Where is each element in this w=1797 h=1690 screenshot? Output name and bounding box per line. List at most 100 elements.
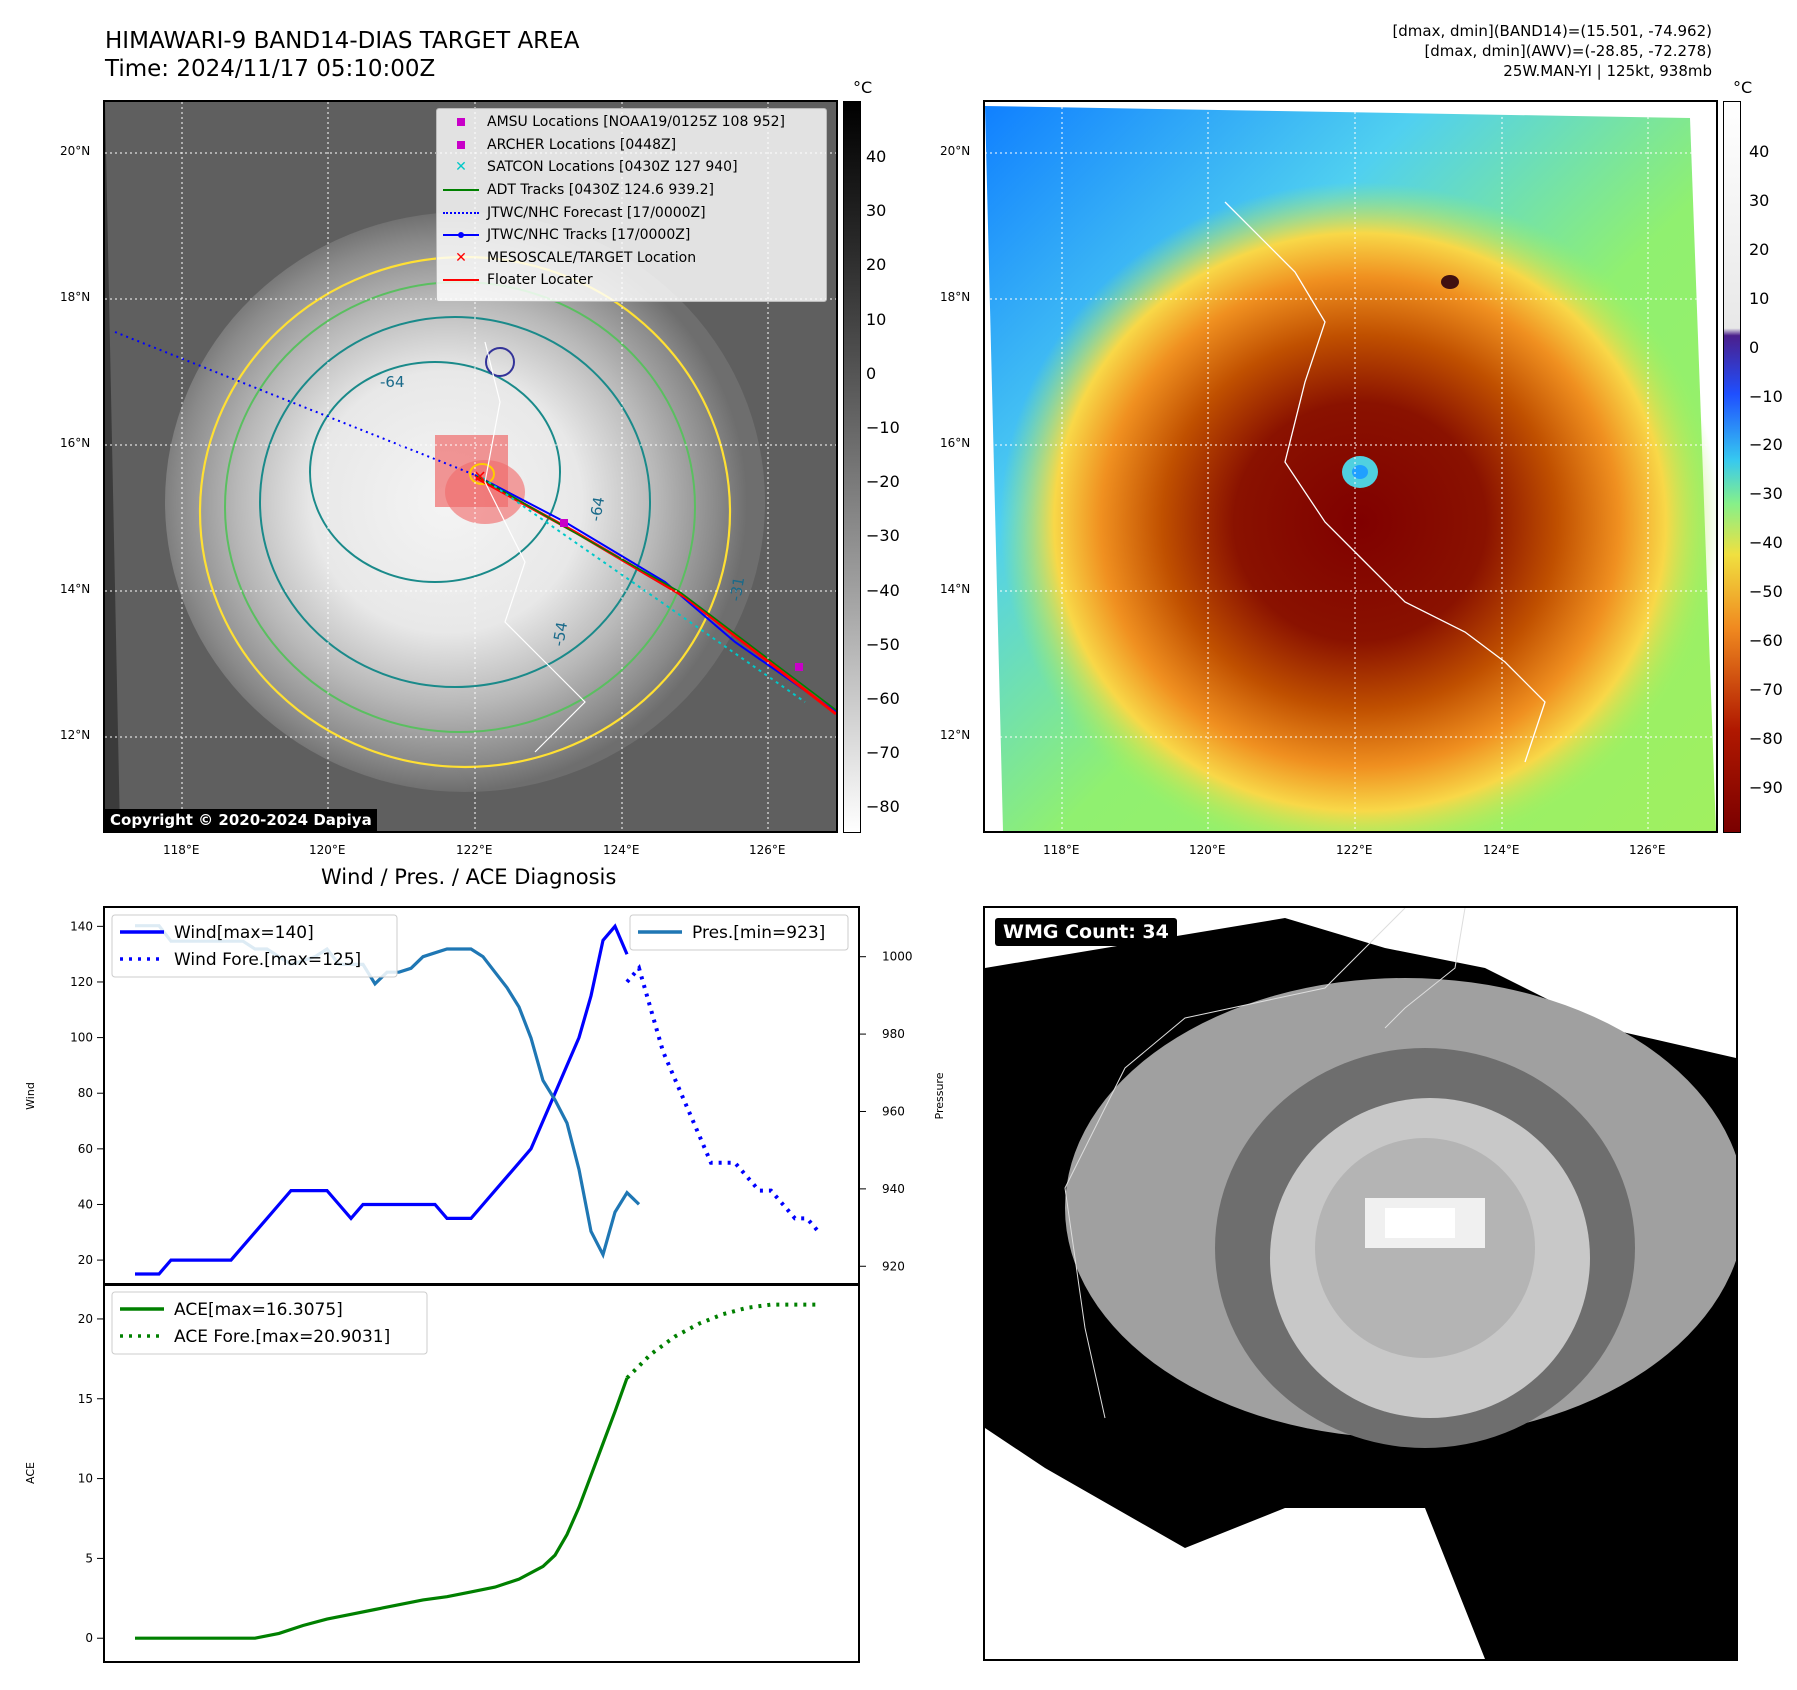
colorbar-tick: 20 (866, 255, 887, 275)
lat-tick: 16°N (940, 436, 971, 450)
wind-pressure-chart: Wind[max=140] Wind Fore.[max=125] Pres.[mi… (111, 914, 849, 1276)
wv-gridlines (985, 102, 1716, 831)
colorbar-tick: 30 (1749, 190, 1770, 210)
colorbar-tick: −60 (866, 689, 900, 708)
colorbar-tick: −90 (1749, 777, 1783, 797)
y-tick-label: 60 (78, 1142, 93, 1156)
ir-colorbar-unit: °C (853, 78, 873, 97)
legend-label: Pres.[min=923] (692, 923, 825, 943)
series-line (625, 1302, 819, 1380)
colorbar-tick: −10 (1749, 386, 1783, 406)
colorbar-tick: 40 (1749, 142, 1770, 161)
coastline (1224, 201, 1546, 763)
colorbar-tick: −70 (866, 743, 900, 763)
wmg-image (985, 908, 1736, 1659)
colorbar-tick: 40 (866, 147, 887, 166)
info-awv: [dmax, dmin](AWV)=(-28.85, -72.278) (1424, 42, 1712, 60)
info-band14: [dmax, dmin](BAND14)=(15.501, -74.962) (1392, 22, 1712, 40)
line-marker-icon (443, 183, 479, 197)
y-tick-label: 140 (70, 919, 93, 933)
square-marker-icon (443, 115, 479, 129)
lon-tick: 126°E (1629, 843, 1666, 857)
chart-legend (629, 914, 849, 951)
lon-tick: 126°E (749, 843, 786, 857)
lat-tick: 20°N (940, 144, 971, 158)
colorbar-tick: −40 (866, 580, 900, 600)
series-line (135, 1377, 629, 1640)
y-right-tick-label: 920 (882, 1259, 905, 1273)
colorbar-tick: −50 (1749, 582, 1783, 602)
copyright-label: Copyright © 2020-2024 Dapiya (105, 809, 377, 831)
legend-label: Wind Fore.[max=125] (174, 950, 361, 970)
colorbar-tick: 0 (1749, 337, 1760, 357)
mesoscale-target-marker: ✕ (473, 467, 486, 486)
info-storm: 25W.MAN-YI | 125kt, 938mb (1503, 62, 1712, 80)
line-marker-icon (443, 273, 479, 287)
colorbar-tick: 10 (866, 309, 887, 329)
contour-label: -64 (586, 495, 608, 522)
line-dot-icon (443, 228, 479, 242)
lat-tick: 16°N (60, 436, 91, 450)
lon-tick: 120°E (309, 843, 346, 857)
lat-tick: 14°N (60, 582, 91, 596)
y-tick-label: 5 (85, 1551, 93, 1565)
colorbar-tick: 20 (1749, 239, 1770, 259)
legend-item-mesoscale: ✕ MESOSCALE/TARGET Location (437, 247, 826, 270)
wmg-panel: WMG Count: 34 (983, 906, 1738, 1661)
legend-label: ACE[max=16.3075] (174, 1300, 343, 1320)
y-tick-label: 20 (78, 1253, 93, 1267)
y-tick-label: 15 (78, 1392, 93, 1406)
colorbar-tick: −30 (1749, 484, 1783, 504)
wv-colorbar-unit: °C (1733, 78, 1753, 97)
y-right-tick-label: 960 (882, 1104, 905, 1118)
ir-colorbar (843, 101, 861, 833)
x-marker-icon: ✕ (455, 159, 467, 176)
lon-tick: 122°E (456, 843, 493, 857)
colorbar-tick: −60 (1749, 631, 1783, 650)
colorbar-tick: −20 (866, 472, 900, 492)
colorbar-tick: −80 (866, 797, 900, 817)
wmg-count-label: WMG Count: 34 (995, 918, 1177, 946)
wv-map-panel (983, 100, 1718, 833)
contour-label: -31 (726, 575, 748, 602)
lat-tick: 12°N (60, 728, 91, 742)
wind-pressure-panel: Wind[max=140] Wind Fore.[max=125] Pres.[mi… (103, 906, 860, 1286)
legend-item-adt: ADT Tracks [0430Z 124.6 939.2] (437, 179, 826, 202)
dotted-line-icon (443, 206, 479, 220)
colorbar-tick: 10 (1749, 288, 1770, 308)
legend-item-jtwc-tracks: JTWC/NHC Tracks [17/0000Z] (437, 224, 826, 247)
colorbar-tick: 30 (866, 201, 887, 221)
legend-item-floater: Floater Locater (437, 269, 826, 292)
y-tick-label: 100 (70, 1031, 93, 1045)
coastline (1064, 908, 1406, 1419)
ir-legend: AMSU Locations [NOAA19/0125Z 108 952] AR… (436, 108, 827, 302)
contour-label: -64 (380, 373, 405, 391)
y-tick-label: 120 (70, 975, 93, 989)
amsu-marker (560, 519, 568, 527)
y-right-tick-label: 1000 (882, 950, 913, 964)
colorbar-tick: −40 (1749, 533, 1783, 553)
y-right-axis-label: Pressure (933, 1072, 946, 1119)
y-right-tick-label: 980 (882, 1027, 905, 1041)
lat-tick: 20°N (60, 144, 91, 158)
lon-tick: 124°E (603, 843, 640, 857)
colorbar-tick: −10 (866, 418, 900, 437)
jtwc-best-track (474, 474, 836, 713)
colorbar-tick: −50 (866, 634, 900, 654)
y-tick-label: 0 (85, 1631, 93, 1645)
square-marker-icon (443, 138, 479, 152)
chart-legend (111, 914, 398, 978)
coastline (484, 341, 586, 753)
wv-colorbar (1723, 101, 1741, 833)
adt-track (476, 475, 836, 711)
lat-tick: 18°N (940, 290, 971, 304)
archer-marker (795, 663, 803, 671)
series-line (625, 963, 821, 1234)
diag-title: Wind / Pres. / ACE Diagnosis (321, 865, 617, 889)
chart-time: Time: 2024/11/17 05:10:00Z (105, 56, 436, 82)
lon-tick: 118°E (163, 843, 200, 857)
lat-tick: 18°N (60, 290, 91, 304)
contour-label: -54 (549, 620, 571, 647)
colorbar-tick: −20 (1749, 435, 1783, 455)
